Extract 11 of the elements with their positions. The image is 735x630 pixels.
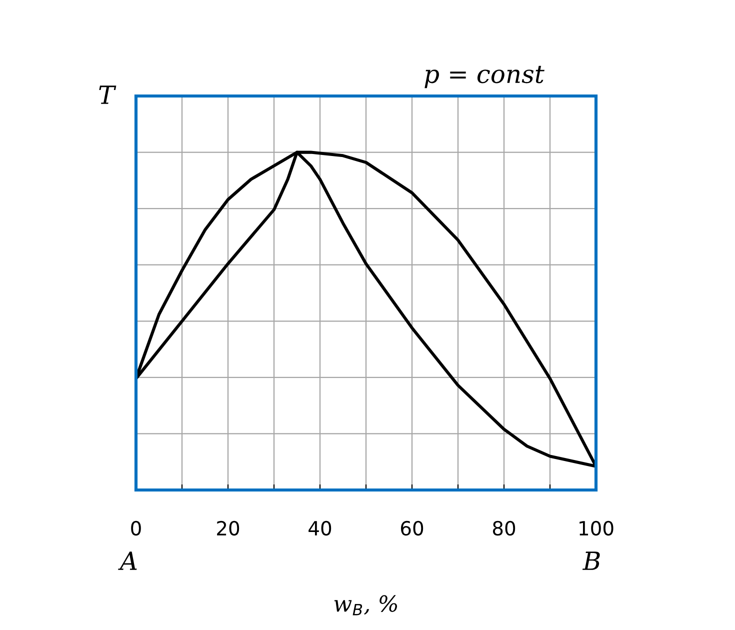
text: A [118,552,137,570]
y-axis-title: T [99,86,116,104]
x-tick-label: 40 [308,520,332,536]
x-axis-title: w$_{B}$, % [334,595,397,616]
x-tick-label: 80 [492,520,516,536]
text: B [582,552,600,570]
text: p = const [424,66,544,88]
x-tick-label: 0 [131,520,141,536]
x-tick-label: 20 [217,520,240,536]
x-tick-label: 100 [580,520,614,536]
x-tick-label: 60 [400,520,424,536]
